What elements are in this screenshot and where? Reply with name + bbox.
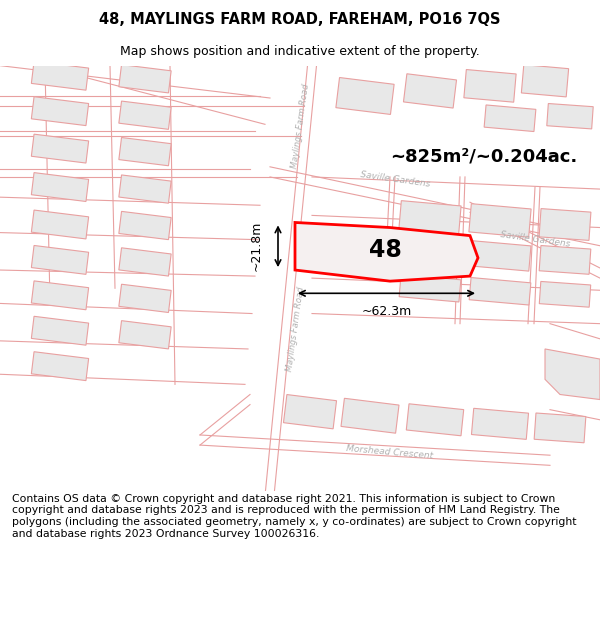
Polygon shape	[119, 175, 171, 203]
Polygon shape	[283, 394, 337, 429]
Polygon shape	[539, 246, 591, 274]
Text: Saville Gardens: Saville Gardens	[359, 169, 431, 188]
Text: Morshead Crescent: Morshead Crescent	[346, 444, 434, 461]
Polygon shape	[119, 321, 171, 349]
Polygon shape	[119, 138, 171, 166]
Text: ~825m²/~0.204ac.: ~825m²/~0.204ac.	[390, 148, 577, 166]
Polygon shape	[399, 238, 461, 268]
Text: Contains OS data © Crown copyright and database right 2021. This information is : Contains OS data © Crown copyright and d…	[12, 494, 577, 539]
Polygon shape	[399, 274, 461, 302]
Polygon shape	[472, 408, 529, 439]
Polygon shape	[119, 101, 171, 129]
Polygon shape	[31, 246, 89, 274]
Polygon shape	[469, 278, 531, 305]
Text: Map shows position and indicative extent of the property.: Map shows position and indicative extent…	[120, 45, 480, 58]
Polygon shape	[31, 61, 89, 90]
Polygon shape	[539, 209, 591, 241]
Polygon shape	[31, 134, 89, 163]
Polygon shape	[119, 284, 171, 312]
Polygon shape	[469, 241, 531, 271]
Polygon shape	[469, 204, 531, 238]
Polygon shape	[31, 316, 89, 345]
Text: ~62.3m: ~62.3m	[361, 305, 412, 318]
Polygon shape	[406, 404, 464, 436]
Polygon shape	[545, 349, 600, 399]
Polygon shape	[31, 352, 89, 381]
Polygon shape	[403, 74, 457, 108]
Polygon shape	[119, 248, 171, 276]
Polygon shape	[119, 64, 171, 93]
Polygon shape	[534, 413, 586, 442]
Text: 48, MAYLINGS FARM ROAD, FAREHAM, PO16 7QS: 48, MAYLINGS FARM ROAD, FAREHAM, PO16 7Q…	[99, 12, 501, 27]
Polygon shape	[484, 105, 536, 131]
Polygon shape	[464, 69, 516, 102]
Polygon shape	[547, 104, 593, 129]
Text: ~21.8m: ~21.8m	[250, 221, 263, 271]
Polygon shape	[295, 222, 478, 281]
Polygon shape	[336, 78, 394, 114]
Polygon shape	[119, 211, 171, 239]
Polygon shape	[399, 201, 461, 234]
Text: 48: 48	[368, 238, 401, 262]
Text: Maylings Farm Road: Maylings Farm Road	[290, 83, 310, 169]
Polygon shape	[31, 97, 89, 126]
Polygon shape	[539, 281, 591, 307]
Polygon shape	[31, 173, 89, 201]
Polygon shape	[31, 210, 89, 239]
Polygon shape	[521, 65, 569, 97]
Text: Maylings Farm Road: Maylings Farm Road	[284, 286, 305, 372]
Polygon shape	[341, 398, 399, 433]
Polygon shape	[31, 281, 89, 310]
Text: Saville Gardens: Saville Gardens	[499, 230, 571, 249]
